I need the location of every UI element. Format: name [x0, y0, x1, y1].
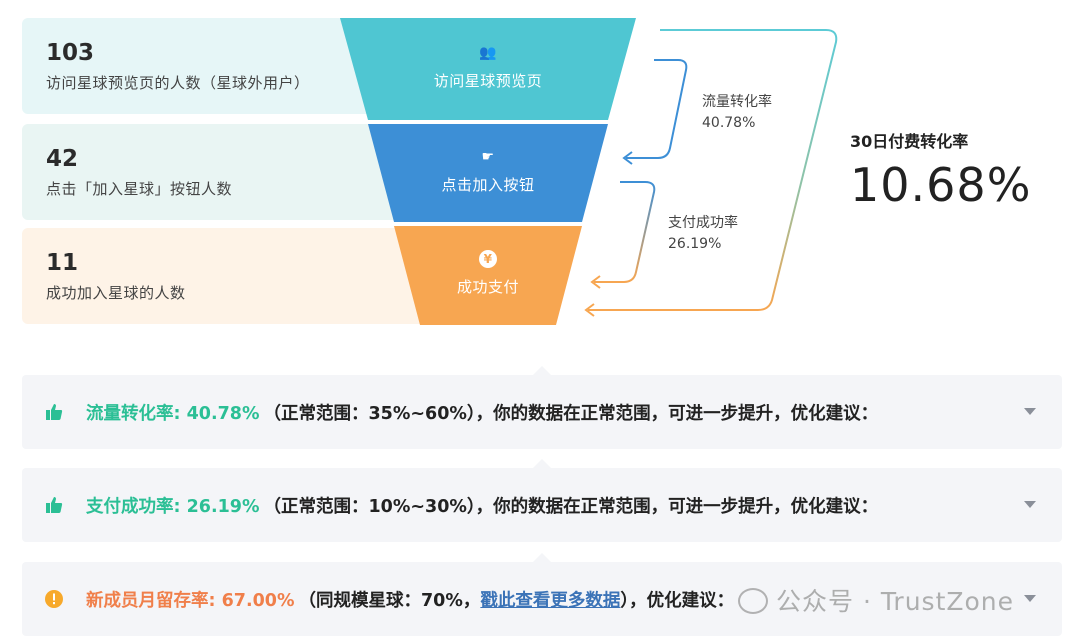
- funnel-row-visits: 103 访问星球预览页的人数（星球外用户）: [22, 18, 382, 114]
- pointer-icon: ☛: [481, 149, 495, 165]
- traffic-advice-text: （正常范围：35%~60%），你的数据在正常范围，可进一步提升，优化建议：: [263, 403, 879, 424]
- payment-advice-highlight: 支付成功率: 26.19%: [86, 496, 260, 517]
- panel-notch: [533, 553, 551, 562]
- funnel-stage-visit: 👥 访问星球预览页: [368, 44, 608, 91]
- watermark: 公众号 · TrustZone: [738, 582, 1014, 618]
- funnel-row-paid: 11 成功加入星球的人数: [22, 228, 442, 324]
- wechat-logo-icon: [738, 588, 768, 614]
- visit-desc: 访问星球预览页的人数（星球外用户）: [46, 74, 310, 92]
- traffic-rate: 流量转化率 40.78%: [702, 92, 772, 134]
- funnel-row-clicks: 42 点击「加入星球」按钮人数: [22, 124, 412, 220]
- payment-advice-text: （正常范围：10%~30%），你的数据在正常范围，可进一步提升，优化建议：: [263, 496, 879, 517]
- click-count: 42: [46, 146, 79, 172]
- funnel-stage-pay-shape: [394, 226, 582, 325]
- summary-value: 10.68%: [850, 158, 1032, 212]
- stage-pay-label: 成功支付: [456, 278, 519, 296]
- chevron-down-icon[interactable]: [1024, 408, 1036, 415]
- traffic-rate-label: 流量转化率: [702, 94, 772, 110]
- warning-icon: [44, 589, 64, 609]
- traffic-rate-arrowhead: [622, 151, 633, 165]
- chevron-down-icon[interactable]: [1024, 595, 1036, 602]
- advice-panel-traffic[interactable]: 流量转化率: 40.78% （正常范围：35%~60%），你的数据在正常范围，可…: [22, 375, 1062, 449]
- stage-visit-label: 访问星球预览页: [433, 72, 543, 90]
- paid-count: 11: [46, 250, 79, 276]
- yen-icon: ¥: [479, 250, 497, 268]
- retention-advice-tail: ），优化建议：: [620, 590, 735, 611]
- chevron-down-icon[interactable]: [1024, 501, 1036, 508]
- funnel-graphic: [340, 18, 838, 325]
- visit-count: 103: [46, 40, 95, 66]
- payment-rate: 支付成功率 26.19%: [668, 213, 738, 255]
- payment-rate-label: 支付成功率: [668, 215, 738, 231]
- retention-advice-highlight: 新成员月留存率: 67.00%: [86, 590, 295, 611]
- thumbs-up-icon: [44, 495, 64, 515]
- panel-notch: [533, 459, 551, 468]
- overall-rate-arrowhead: [584, 303, 595, 317]
- funnel-stage-click: ☛ 点击加入按钮: [368, 148, 608, 195]
- payment-rate-value: 26.19%: [668, 236, 722, 252]
- users-icon: 👥: [479, 45, 497, 61]
- advice-panel-payment[interactable]: 支付成功率: 26.19% （正常范围：10%~30%），你的数据在正常范围，可…: [22, 468, 1062, 542]
- funnel-stage-pay: ¥ 成功支付: [368, 250, 608, 297]
- summary-label: 30日付费转化率: [850, 132, 969, 151]
- traffic-rate-arrow: [626, 59, 688, 159]
- stage-click-label: 点击加入按钮: [441, 176, 535, 194]
- more-data-link[interactable]: 戳此查看更多数据: [480, 590, 621, 611]
- funnel-stage-click-shape: [368, 124, 608, 222]
- click-desc: 点击「加入星球」按钮人数: [46, 180, 233, 198]
- payment-rate-arrow: [594, 181, 656, 283]
- traffic-advice-highlight: 流量转化率: 40.78%: [86, 403, 260, 424]
- funnel-stage-visit-shape: [340, 18, 636, 120]
- watermark-text: 公众号 · TrustZone: [776, 587, 1015, 616]
- advice-panel-retention[interactable]: 新成员月留存率: 67.00% （同规模星球：70%， 戳此查看更多数据 ），优…: [22, 562, 1062, 636]
- retention-advice-text: （同规模星球：70%，: [298, 590, 481, 611]
- panel-notch: [533, 366, 551, 375]
- paid-desc: 成功加入星球的人数: [46, 284, 186, 302]
- overall-rate-arrow: [588, 29, 838, 311]
- traffic-rate-value: 40.78%: [702, 115, 756, 131]
- payment-rate-arrowhead: [590, 275, 601, 289]
- thumbs-up-icon: [44, 402, 64, 422]
